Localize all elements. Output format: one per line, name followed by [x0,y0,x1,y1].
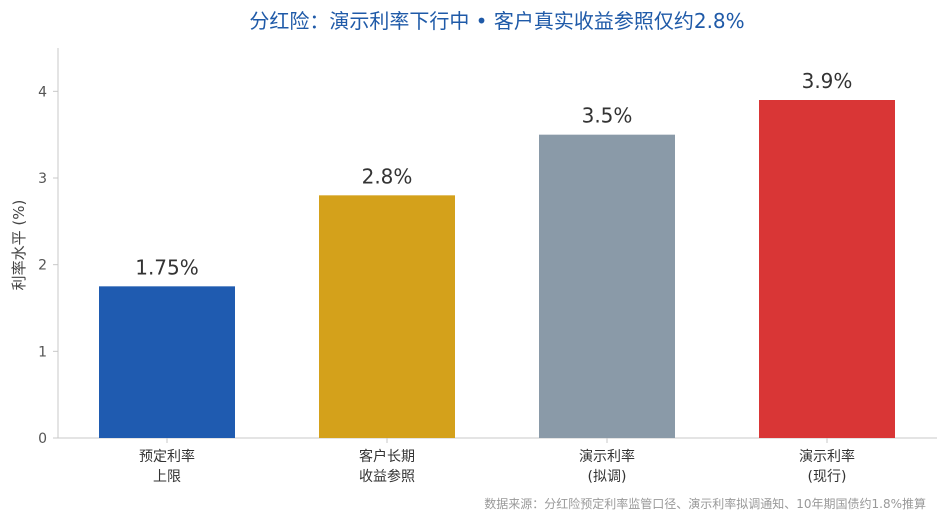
y-tick-label: 4 [38,84,47,100]
y-tick-label: 1 [38,344,47,360]
bar [99,286,235,438]
bar [759,100,895,438]
bar [539,134,675,438]
chart-title: 分红险：演示利率下行中 • 客户真实收益参照仅约2.8% [249,9,744,33]
bar-value-label: 3.5% [582,104,633,128]
x-tick-label: 客户长期 [359,448,415,465]
x-tick-label: 收益参照 [359,468,415,485]
y-axis-label: 利率水平 (%) [10,200,28,291]
bar [319,195,455,438]
x-tick-label: 上限 [153,469,181,485]
x-tick-label: 预定利率 [139,448,195,465]
x-tick-label: 演示利率 [579,448,635,465]
bar-value-label: 3.9% [802,69,853,93]
bar-value-label: 1.75% [135,255,199,279]
y-tick-label: 2 [38,258,47,274]
x-tick-label: 演示利率 [799,448,855,465]
source-note: 数据来源：分红险预定利率监管口径、演示利率拟调通知、10年期国债约1.8%推算 [484,496,926,511]
x-tick-label: (现行) [808,469,847,485]
x-tick-label: (拟调) [588,469,627,485]
y-tick-label: 3 [38,171,47,187]
bars [99,100,895,438]
y-tick-label: 0 [38,431,47,447]
bar-value-label: 2.8% [362,164,413,188]
